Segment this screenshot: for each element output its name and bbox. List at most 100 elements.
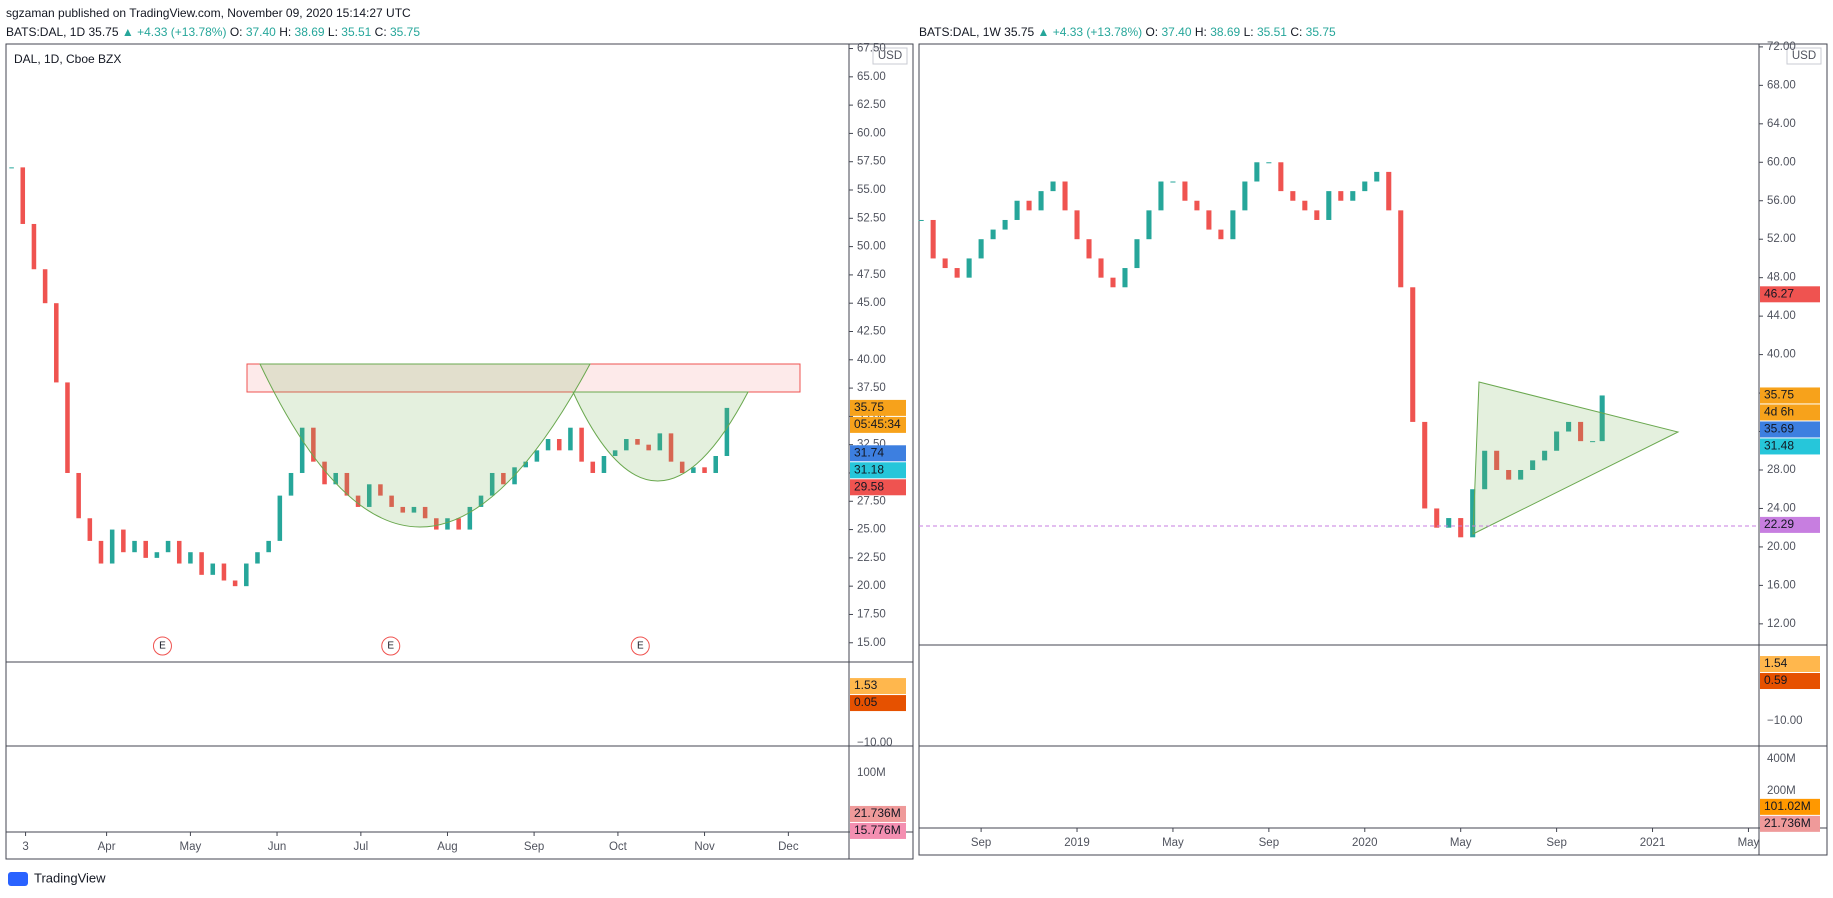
candle — [76, 472, 81, 519]
candle — [121, 529, 126, 553]
candle — [579, 427, 584, 462]
candle — [188, 552, 193, 564]
x-tick-label: 2021 — [1640, 837, 1666, 849]
y-tick-label: 67.50 — [857, 43, 886, 55]
candle — [1434, 508, 1440, 528]
candle — [109, 529, 115, 564]
y-tick-label: 40.00 — [1767, 349, 1796, 361]
candle — [1182, 181, 1188, 201]
y-tick-label: 56.00 — [1767, 195, 1796, 207]
triangle-drawing — [1472, 381, 1680, 535]
candle — [612, 450, 618, 456]
candle — [1170, 181, 1176, 183]
candle — [942, 258, 948, 269]
candle — [378, 484, 383, 496]
candle — [266, 540, 271, 553]
ohlc-label: O: — [1145, 25, 1158, 39]
y-tick-label: 28.00 — [1767, 464, 1796, 476]
y-tick-label: 27.50 — [857, 495, 886, 507]
brand: TradingView — [34, 870, 106, 885]
earnings-label: E — [637, 641, 644, 652]
candle — [411, 506, 417, 513]
candle — [1494, 450, 1500, 470]
candle — [467, 506, 473, 530]
y-tick-label: 47.50 — [857, 269, 886, 281]
price-label-text: 15.776M — [854, 823, 901, 837]
y-tick-label: 50.00 — [857, 241, 886, 253]
logo — [8, 872, 28, 886]
price-label-text: 22.29 — [1764, 517, 1794, 531]
y-tick-label: 20.00 — [1767, 541, 1796, 553]
candle — [344, 472, 350, 496]
candle — [1158, 181, 1164, 211]
earnings-marker — [381, 636, 401, 656]
price-label-text: 46.27 — [1764, 286, 1794, 300]
candle — [299, 427, 305, 473]
change: ▲ +4.33 (+13.78%) — [1038, 25, 1143, 39]
candle — [9, 167, 14, 169]
ohlc-label: L: — [328, 25, 338, 39]
candle — [244, 563, 249, 587]
chart-frame — [5, 43, 914, 860]
candle — [1398, 210, 1404, 288]
candle — [568, 427, 573, 451]
candle — [1422, 421, 1428, 509]
price-label — [1760, 404, 1820, 421]
symbol: BATS:DAL, 1D — [6, 25, 85, 39]
ohlc-value: 35.51 — [1257, 25, 1287, 39]
vol-tick-label: 100M — [857, 767, 886, 779]
candle — [1266, 162, 1272, 164]
x-tick-label: 2020 — [1352, 837, 1378, 849]
candle — [322, 461, 327, 485]
ohlc-label: C: — [375, 25, 387, 39]
last-price: 35.75 — [88, 25, 118, 39]
price-label — [850, 462, 906, 479]
y-tick-label: 20.00 — [857, 580, 886, 592]
candle — [1290, 191, 1296, 201]
candle — [1254, 162, 1260, 182]
y-tick-label: 48.00 — [1767, 272, 1796, 284]
candle — [635, 439, 640, 445]
candle — [1074, 210, 1080, 240]
candle — [1542, 450, 1548, 461]
y-tick-label: 16.00 — [1767, 579, 1796, 591]
x-tick-label: Oct — [609, 841, 628, 853]
y-tick-label: 72.00 — [1767, 41, 1796, 53]
price-label-text: 31.18 — [854, 462, 884, 476]
candle — [1218, 229, 1224, 240]
price-label — [1760, 438, 1820, 455]
candle — [1050, 181, 1056, 192]
currency-badge — [1786, 47, 1822, 65]
ohlc-label: C: — [1290, 25, 1302, 39]
y-tick-label: 57.50 — [857, 156, 886, 168]
candle — [501, 472, 506, 485]
x-tick-label: 2019 — [1064, 837, 1090, 849]
candle — [1134, 239, 1140, 269]
candle — [478, 495, 484, 507]
candle — [1278, 162, 1284, 192]
candle — [1194, 200, 1200, 211]
candle — [333, 472, 338, 485]
candle — [434, 518, 439, 530]
x-tick-label: May — [180, 841, 202, 853]
candle — [930, 219, 936, 259]
candle — [98, 540, 104, 564]
earnings-marker — [630, 636, 650, 656]
candle — [624, 439, 629, 451]
chart-frame — [918, 43, 1828, 856]
y-tick-label: 24.00 — [1767, 502, 1796, 514]
last-price: 35.75 — [1004, 25, 1034, 39]
currency: USD — [878, 50, 902, 62]
candle — [65, 382, 70, 473]
price-label — [850, 445, 906, 462]
cup-drawing — [572, 391, 749, 482]
y-tick-label: 60.00 — [1767, 156, 1796, 168]
candle — [311, 427, 316, 462]
y-tick-label: 45.00 — [857, 297, 886, 309]
candle — [199, 552, 204, 575]
candle — [1062, 181, 1068, 211]
candle — [1314, 210, 1320, 220]
ohlc-label: L: — [1244, 25, 1254, 39]
y-tick-label: 62.50 — [857, 99, 886, 111]
drawings — [246, 363, 1759, 535]
